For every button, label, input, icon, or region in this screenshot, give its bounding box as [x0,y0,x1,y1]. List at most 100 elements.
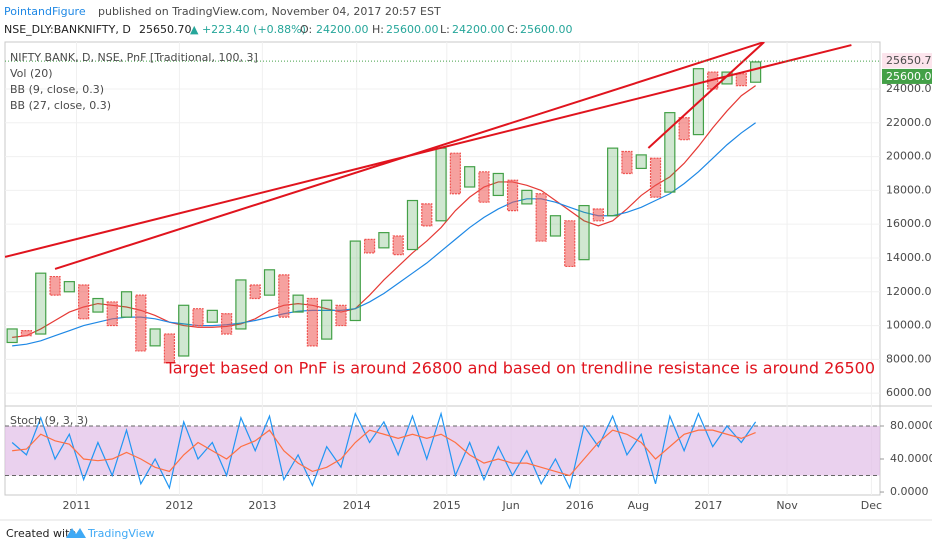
o-column [221,313,233,335]
o-column [20,330,33,337]
stoch-tick-label: 0.0000 [890,485,929,498]
o-column [192,308,204,327]
trendline [647,42,765,149]
o-column [449,152,461,195]
y-tick-label: 20000.00 [886,150,932,163]
o-column [735,73,747,87]
x-column [92,297,104,313]
o-column [335,304,347,327]
x-tick-label: 2012 [165,499,193,512]
x-column [263,269,276,296]
x-column [321,299,333,340]
x-column [120,291,133,318]
x-column [349,240,361,322]
x-tick-label: 2015 [433,499,461,512]
stoch-legend: Stoch (9, 3, 3) [10,414,88,427]
x-tick-label: Jun [502,499,520,512]
x-column [521,189,533,205]
high: 25600.00 [386,23,439,36]
annotation: Target based on PnF is around 26800 and … [165,359,875,378]
o-column [506,179,519,212]
x-tick-label: 2013 [248,499,276,512]
open-label: O: [300,23,312,36]
x-column [206,309,218,323]
o-column [678,117,690,141]
x-tick-label: 2014 [343,499,371,512]
o-column [649,157,662,198]
x-column [35,272,47,335]
low-label: L: [440,23,450,36]
x-tick-label: 2017 [694,499,722,512]
y-tick-label: 10000.00 [886,319,932,332]
x-column [149,328,161,347]
brand[interactable]: TradingView [87,527,154,540]
x-column [664,112,676,193]
legend-item: NIFTY BANK, D, NSE, PnF [Traditional, 10… [10,51,258,64]
x-column [578,204,590,261]
y-tick-label: 18000.00 [886,183,932,196]
price: 25650.70 [139,23,192,36]
last-price-box [882,53,932,69]
o-column [78,284,90,320]
o-column [392,235,404,256]
x-tick-label: Dec [861,499,882,512]
publisher[interactable]: PointandFigure [4,5,86,18]
x-column [607,147,619,217]
x-column [464,166,476,188]
symbol: NSE_DLY:BANKNIFTY, D [4,23,131,36]
o-column [421,203,433,227]
stoch-tick-label: 40.0000 [890,452,932,465]
o-column [306,297,318,347]
x-column [406,199,419,251]
stoch-tick-label: 80.0000 [890,419,932,432]
low: 24200.00 [452,23,505,36]
y-tick-label: 16000.00 [886,217,932,230]
y-tick-label: 6000.00 [886,386,932,399]
stoch-line [11,411,757,490]
close-price-label: 25600.00 [886,70,932,83]
o-column [249,284,261,300]
x-tick-label: Nov [776,499,798,512]
close-label: C: [507,23,518,36]
plot [5,42,852,364]
legend-item: Vol (20) [10,67,53,80]
o-column [478,171,490,203]
x-column [378,232,390,249]
o-column [621,150,633,175]
x-column [235,279,247,330]
o-column [278,274,290,318]
x-tick-label: 2011 [62,499,90,512]
x-column [6,328,18,344]
open: 24200.00 [316,23,369,36]
x-column [178,304,190,357]
close-price-box [882,68,932,84]
o-column [49,275,61,296]
x-column [549,215,562,237]
logo [66,528,86,538]
last-price-label: 25650.70 [886,54,932,67]
o-column [363,238,376,254]
legend-item: BB (27, close, 0.3) [10,99,111,112]
x-column [492,172,504,197]
y-tick-label: 8000.00 [886,352,932,365]
change: ▲ +223.40 (+0.88%) [190,23,306,36]
o-column [592,208,604,222]
y-tick-label: 12000.00 [886,285,932,298]
x-tick-label: Aug [628,499,649,512]
o-column [535,193,547,242]
x-column [292,294,304,313]
x-column [63,281,75,293]
legend-item: BB (9, close, 0.3) [10,83,104,96]
y-tick-label: 22000.00 [886,116,932,129]
x-column [635,154,647,170]
trendline [5,44,852,258]
close: 25600.00 [520,23,573,36]
published: published on TradingView.com, November 0… [98,5,441,18]
stoch-line [12,429,756,477]
o-column [163,333,176,364]
high-label: H: [372,23,384,36]
x-tick-label: 2016 [566,499,594,512]
y-tick-label: 24000.00 [886,82,932,95]
o-column [135,294,147,352]
